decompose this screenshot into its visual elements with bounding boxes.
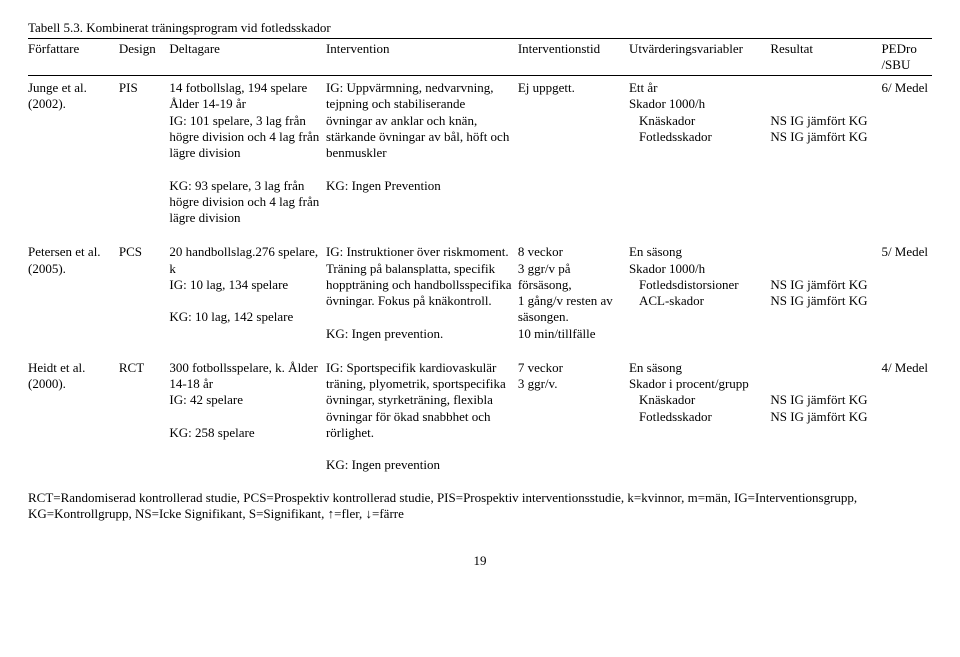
cell-author: Heidt et al. (2000). [28, 346, 119, 478]
evalvar-item: Fotledsskador [629, 129, 766, 145]
cell-evalvars: Ett årSkador 1000/h KnäskadorFotledsskado… [629, 76, 770, 231]
evalvar-item: ACL-skador [629, 293, 766, 309]
col-evalvars: Utvärderingsvariabler [629, 39, 770, 76]
evalvar-metric: Skador 1000/h [629, 96, 705, 111]
evalvar-metric: Skador i procent/grupp [629, 376, 749, 391]
cell-time: 8 veckor 3 ggr/v på försäsong,1 gång/v r… [518, 230, 629, 346]
cell-time: Ej uppgett. [518, 76, 629, 231]
cell-design: PIS [119, 76, 170, 231]
cell-participants: 20 handbollslag.276 spelare, kIG: 10 lag… [169, 230, 326, 346]
result-item: NS IG jämfört KG [770, 409, 867, 424]
cell-pedro: 5/ Medel [881, 230, 932, 346]
cell-intervention: IG: Instruktioner över riskmoment. Träni… [326, 230, 518, 346]
cell-pedro: 6/ Medel [881, 76, 932, 231]
table-footnote: RCT=Randomiserad kontrollerad studie, PC… [28, 490, 932, 524]
page-number: 19 [28, 553, 932, 569]
result-item: NS IG jämfört KG [770, 392, 867, 407]
result-item: NS IG jämfört KG [770, 129, 867, 144]
training-program-table: Författare Design Deltagare Intervention… [28, 38, 932, 478]
table-header-row: Författare Design Deltagare Intervention… [28, 39, 932, 76]
col-pedro: PEDro /SBU [881, 39, 932, 76]
evalvar-metric: Skador 1000/h [629, 261, 705, 276]
table-row: Petersen et al. (2005).PCS20 handbollsla… [28, 230, 932, 346]
cell-design: RCT [119, 346, 170, 478]
result-item: NS IG jämfört KG [770, 113, 867, 128]
cell-pedro: 4/ Medel [881, 346, 932, 478]
cell-author: Petersen et al. (2005). [28, 230, 119, 346]
evalvar-item: Knäskador [629, 113, 766, 129]
evalvar-period: En säsong [629, 244, 682, 259]
cell-author: Junge et al. (2002). [28, 76, 119, 231]
table-row: Heidt et al. (2000).RCT300 fotbollsspela… [28, 346, 932, 478]
cell-time: 7 veckor3 ggr/v. [518, 346, 629, 478]
cell-intervention: IG: Uppvärmning, nedvarvning, tejpning o… [326, 76, 518, 231]
cell-participants: 300 fotbollsspelare, k. Ålder 14-18 årIG… [169, 346, 326, 478]
result-item: NS IG jämfört KG [770, 277, 867, 292]
cell-intervention: IG: Sportspecifik kardiovaskulär träning… [326, 346, 518, 478]
cell-design: PCS [119, 230, 170, 346]
result-item: NS IG jämfört KG [770, 293, 867, 308]
table-caption: Tabell 5.3. Kombinerat träningsprogram v… [28, 20, 932, 36]
cell-result: NS IG jämfört KGNS IG jämfört KG [770, 230, 881, 346]
evalvar-item: Fotledsskador [629, 409, 766, 425]
cell-result: NS IG jämfört KG NS IG jämfört KG [770, 346, 881, 478]
col-author: Författare [28, 39, 119, 76]
cell-result: NS IG jämfört KGNS IG jämfört KG [770, 76, 881, 231]
evalvar-period: En säsong [629, 360, 682, 375]
evalvar-period: Ett år [629, 80, 658, 95]
evalvar-item: Knäskador [629, 392, 766, 408]
col-participants: Deltagare [169, 39, 326, 76]
col-time: Interventionstid [518, 39, 629, 76]
cell-evalvars: En säsong Skador 1000/hFotledsdistorsione… [629, 230, 770, 346]
col-result: Resultat [770, 39, 881, 76]
table-row: Junge et al. (2002).PIS14 fotbollslag, 1… [28, 76, 932, 231]
cell-participants: 14 fotbollslag, 194 spelare Ålder 14-19 … [169, 76, 326, 231]
evalvar-item: Fotledsdistorsioner [629, 277, 766, 293]
cell-evalvars: En säsongSkador i procent/gruppKnäskador… [629, 346, 770, 478]
col-intervention: Intervention [326, 39, 518, 76]
col-design: Design [119, 39, 170, 76]
